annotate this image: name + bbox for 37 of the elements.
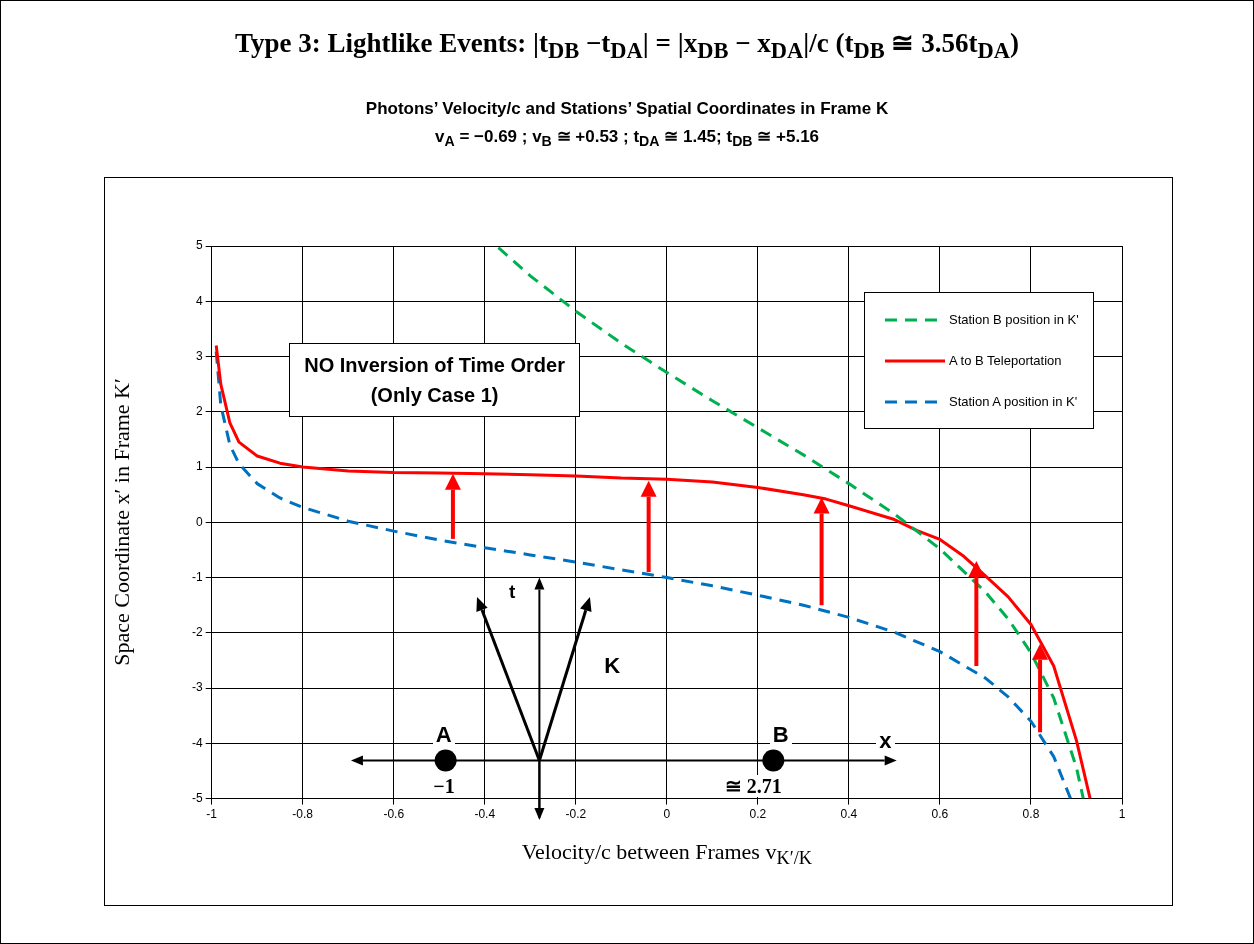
annotation: NO Inversion of Time Order (Only Case 1): [289, 342, 580, 417]
y-tick-label: 2: [195, 404, 203, 419]
annotation: B: [769, 722, 792, 748]
y-tick-label: -4: [192, 735, 203, 750]
y-tick-label: -1: [192, 569, 203, 584]
text: Photons’ Velocity/c and Stations’ Spatial Coordinates in Frame K v$_{A}$ = −0.69 ; v$_{B}$ ≅ +0.53 ; t$_{DA}$ ≅ 1.45; t$_{DB}$ ≅ +5.16: [365, 99, 889, 150]
x-tick-label: 0.4: [840, 807, 858, 822]
y-tick-label: 4: [195, 293, 203, 308]
x-tick-label: 0.8: [1022, 807, 1040, 822]
x-tick-label: 0.6: [931, 807, 949, 822]
x-tick-label: -1: [206, 807, 218, 822]
y-tick-label: 1: [195, 459, 203, 474]
y-axis-title: Space Coordinate x′ in Frame K′: [108, 378, 135, 667]
y-tick-label: 3: [195, 348, 203, 363]
annotation: K: [601, 652, 624, 678]
annotation: A: [432, 722, 455, 748]
x-tick-label: -0.4: [474, 807, 496, 822]
legend-label: Station A position in K': [949, 394, 1078, 409]
legend-label: Station B position in K': [949, 312, 1079, 327]
y-tick-label: 5: [195, 238, 203, 253]
annotation: x: [876, 727, 895, 753]
x-axis-title: Velocity/c between Frames v$_{K′/K}$: [521, 838, 812, 869]
chart-title: Type 3: Lightlike Events: |t$_{DB}$ −t$_{DA}$| = |x$_{DB}$ − x$_{DA}$|/c (t$_{DB}$ ≅ 3.56t$_{DA}$): [235, 28, 1019, 64]
y-tick-label: -3: [192, 680, 203, 695]
x-tick-label: 1: [1118, 807, 1126, 822]
y-tick-label: 0: [195, 514, 203, 529]
y-tick-label: -2: [192, 625, 203, 640]
legend-label: A to B Teleportation: [949, 353, 1062, 368]
x-tick-label: -0.8: [292, 807, 314, 822]
annotation: t: [506, 580, 519, 602]
annotation: −1: [430, 775, 458, 798]
x-tick-label: 0: [663, 807, 671, 822]
x-tick-label: -0.2: [565, 807, 587, 822]
y-tick-label: -5: [192, 790, 203, 805]
x-tick-label: -0.6: [383, 807, 405, 822]
annotation: ≅ 2.71: [721, 775, 785, 798]
x-tick-label: 0.2: [749, 807, 767, 822]
